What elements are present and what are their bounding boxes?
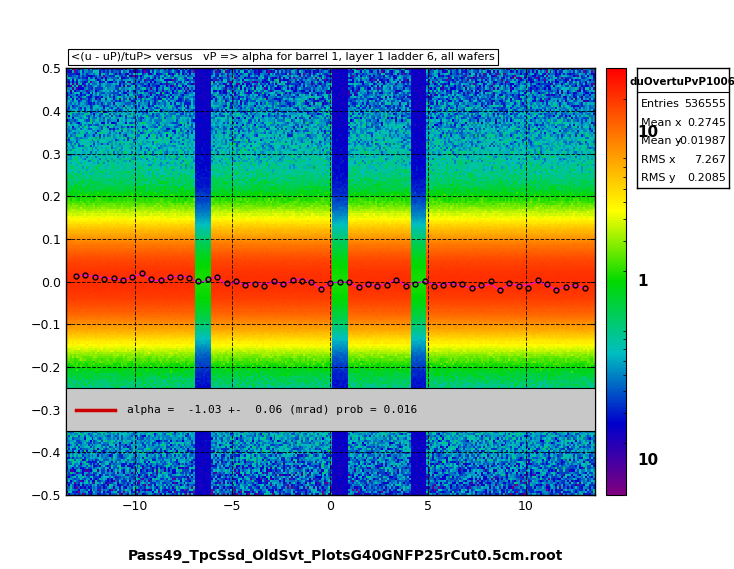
Text: 7.267: 7.267 (694, 155, 726, 164)
Text: Pass49_TpcSsd_OldSvt_PlotsG40GNFP25rCut0.5cm.root: Pass49_TpcSsd_OldSvt_PlotsG40GNFP25rCut0… (127, 549, 563, 563)
Text: 10: 10 (637, 453, 658, 468)
Text: Mean x: Mean x (641, 118, 681, 127)
Text: -0.01987: -0.01987 (676, 136, 726, 146)
Bar (66, 388, 595, 431)
Text: 10: 10 (637, 125, 658, 140)
Text: 0.2085: 0.2085 (687, 173, 726, 183)
Text: RMS y: RMS y (641, 173, 675, 183)
Text: Mean y: Mean y (641, 136, 681, 146)
Text: alpha =  -1.03 +-  0.06 (mrad) prob = 0.016: alpha = -1.03 +- 0.06 (mrad) prob = 0.01… (127, 405, 417, 415)
Text: 536555: 536555 (684, 99, 726, 109)
Text: 0.2745: 0.2745 (687, 118, 726, 127)
Text: Entries: Entries (641, 99, 680, 109)
Text: 1: 1 (637, 274, 647, 289)
Text: duOvertuPvP1006: duOvertuPvP1006 (630, 77, 734, 86)
Text: <(u - uP)/tuP> versus   vP => alpha for barrel 1, layer 1 ladder 6, all wafers: <(u - uP)/tuP> versus vP => alpha for ba… (71, 52, 495, 62)
Text: RMS x: RMS x (641, 155, 675, 164)
